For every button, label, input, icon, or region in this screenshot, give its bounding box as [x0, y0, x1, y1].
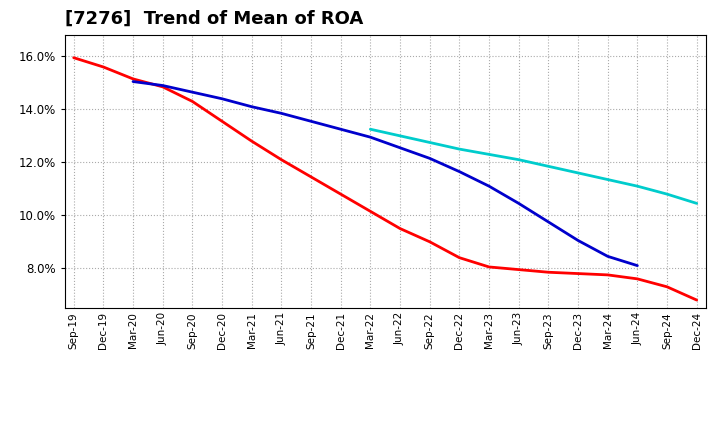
3 Years: [248, 139, 256, 144]
7 Years: [633, 183, 642, 189]
5 Years: [129, 79, 138, 84]
5 Years: [514, 201, 523, 206]
3 Years: [514, 267, 523, 272]
3 Years: [485, 264, 493, 270]
5 Years: [396, 145, 405, 150]
3 Years: [693, 297, 701, 303]
3 Years: [426, 239, 434, 245]
5 Years: [307, 119, 315, 124]
5 Years: [277, 111, 286, 116]
3 Years: [158, 84, 167, 89]
5 Years: [336, 127, 345, 132]
3 Years: [455, 255, 464, 260]
5 Years: [188, 89, 197, 95]
3 Years: [69, 55, 78, 60]
7 Years: [366, 127, 374, 132]
7 Years: [574, 170, 582, 176]
3 Years: [662, 284, 671, 290]
5 Years: [366, 135, 374, 140]
5 Years: [633, 263, 642, 268]
7 Years: [396, 133, 405, 139]
3 Years: [307, 174, 315, 180]
3 Years: [188, 99, 197, 104]
Text: [7276]  Trend of Mean of ROA: [7276] Trend of Mean of ROA: [65, 10, 363, 28]
Line: 3 Years: 3 Years: [73, 58, 697, 300]
3 Years: [129, 76, 138, 81]
Line: 7 Years: 7 Years: [370, 129, 697, 203]
7 Years: [514, 157, 523, 162]
5 Years: [426, 156, 434, 161]
7 Years: [485, 152, 493, 157]
3 Years: [544, 270, 553, 275]
3 Years: [217, 119, 226, 124]
3 Years: [633, 276, 642, 282]
3 Years: [574, 271, 582, 276]
5 Years: [603, 254, 612, 259]
5 Years: [544, 219, 553, 224]
5 Years: [574, 238, 582, 243]
5 Years: [248, 104, 256, 110]
3 Years: [99, 64, 108, 70]
7 Years: [662, 191, 671, 197]
3 Years: [603, 272, 612, 278]
3 Years: [277, 157, 286, 162]
3 Years: [396, 226, 405, 231]
7 Years: [426, 140, 434, 145]
7 Years: [455, 147, 464, 152]
3 Years: [336, 191, 345, 197]
3 Years: [366, 209, 374, 214]
7 Years: [603, 177, 612, 182]
5 Years: [158, 83, 167, 88]
7 Years: [544, 164, 553, 169]
5 Years: [455, 169, 464, 174]
5 Years: [217, 96, 226, 101]
7 Years: [693, 201, 701, 206]
Line: 5 Years: 5 Years: [133, 81, 637, 266]
5 Years: [485, 183, 493, 189]
